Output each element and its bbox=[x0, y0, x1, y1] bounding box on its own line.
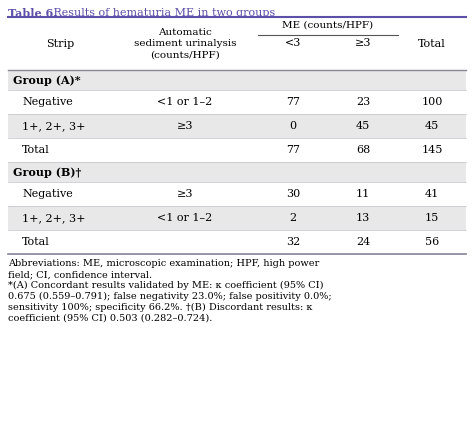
Text: 13: 13 bbox=[356, 213, 370, 223]
Text: 56: 56 bbox=[425, 237, 439, 247]
Bar bbox=[8, 90, 466, 114]
Text: Results of hematuria ME in two groups: Results of hematuria ME in two groups bbox=[50, 8, 275, 18]
Text: Strip: Strip bbox=[46, 39, 74, 49]
Text: 45: 45 bbox=[425, 121, 439, 131]
Text: Automatic
sediment urinalysis
(counts/HPF): Automatic sediment urinalysis (counts/HP… bbox=[134, 28, 236, 59]
Text: 77: 77 bbox=[286, 97, 300, 107]
Text: <1 or 1–2: <1 or 1–2 bbox=[157, 213, 213, 223]
Text: 15: 15 bbox=[425, 213, 439, 223]
Bar bbox=[8, 114, 466, 138]
Text: Negative: Negative bbox=[22, 97, 73, 107]
Text: 24: 24 bbox=[356, 237, 370, 247]
Text: Total: Total bbox=[22, 237, 50, 247]
Text: Negative: Negative bbox=[22, 189, 73, 199]
Text: 1+, 2+, 3+: 1+, 2+, 3+ bbox=[22, 213, 85, 223]
Text: field; CI, confidence interval.: field; CI, confidence interval. bbox=[8, 270, 152, 279]
Text: Total: Total bbox=[418, 39, 446, 49]
Text: 1+, 2+, 3+: 1+, 2+, 3+ bbox=[22, 121, 85, 131]
Text: ≥3: ≥3 bbox=[177, 189, 193, 199]
Text: <1 or 1–2: <1 or 1–2 bbox=[157, 97, 213, 107]
Text: ≥3: ≥3 bbox=[177, 121, 193, 131]
Text: 11: 11 bbox=[356, 189, 370, 199]
Text: 30: 30 bbox=[286, 189, 300, 199]
Bar bbox=[8, 162, 466, 182]
Text: 41: 41 bbox=[425, 189, 439, 199]
Text: 0: 0 bbox=[290, 121, 297, 131]
Bar bbox=[8, 206, 466, 230]
Text: Abbreviations: ME, microscopic examination; HPF, high power: Abbreviations: ME, microscopic examinati… bbox=[8, 259, 319, 268]
Text: 32: 32 bbox=[286, 237, 300, 247]
Text: coefficient (95% CI) 0.503 (0.282–0.724).: coefficient (95% CI) 0.503 (0.282–0.724)… bbox=[8, 314, 212, 323]
Bar bbox=[8, 70, 466, 90]
Text: 77: 77 bbox=[286, 145, 300, 155]
Text: 68: 68 bbox=[356, 145, 370, 155]
Text: Group (A)*: Group (A)* bbox=[13, 75, 81, 86]
Text: ME (counts/HPF): ME (counts/HPF) bbox=[283, 21, 374, 30]
Bar bbox=[8, 182, 466, 206]
Bar bbox=[8, 18, 466, 70]
Text: 100: 100 bbox=[421, 97, 443, 107]
Text: 23: 23 bbox=[356, 97, 370, 107]
Text: 2: 2 bbox=[290, 213, 297, 223]
Text: sensitivity 100%; specificity 66.2%. †(B) Discordant results: κ: sensitivity 100%; specificity 66.2%. †(B… bbox=[8, 303, 312, 312]
Text: 145: 145 bbox=[421, 145, 443, 155]
Text: Table 6.: Table 6. bbox=[8, 8, 57, 19]
Bar bbox=[8, 230, 466, 254]
Text: ≥3: ≥3 bbox=[355, 38, 371, 48]
Text: <3: <3 bbox=[285, 38, 301, 48]
Text: 45: 45 bbox=[356, 121, 370, 131]
Text: 0.675 (0.559–0.791); false negativity 23.0%; false positivity 0.0%;: 0.675 (0.559–0.791); false negativity 23… bbox=[8, 292, 332, 301]
Text: *(A) Concordant results validated by ME: κ coefficient (95% CI): *(A) Concordant results validated by ME:… bbox=[8, 281, 323, 290]
Bar bbox=[8, 138, 466, 162]
Text: Group (B)†: Group (B)† bbox=[13, 166, 81, 178]
Text: Total: Total bbox=[22, 145, 50, 155]
